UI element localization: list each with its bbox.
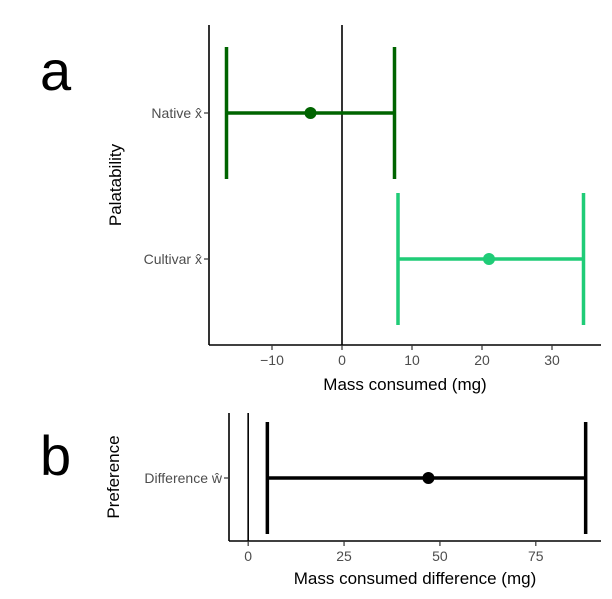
panel-b: b 0 25 50 75 Difference ŵ Mass consumed diffe… [40, 413, 601, 588]
x-tick-label: 0 [338, 352, 346, 368]
x-axis-title: Mass consumed difference (mg) [294, 569, 537, 588]
x-tick-label: 75 [528, 548, 544, 564]
category-name: Cultivar [144, 251, 192, 267]
panel-label: a [40, 39, 72, 102]
series-difference [265, 422, 588, 534]
estimate-point [483, 253, 495, 265]
x-tick-label: 30 [544, 352, 560, 368]
series-native [224, 47, 397, 179]
x-tick-label: 10 [404, 352, 420, 368]
y-axis-title: Preference [104, 435, 123, 518]
y-tick-label: Cultivar x̂ [144, 251, 202, 267]
x-tick-label: 25 [336, 548, 352, 564]
estimate-point [304, 107, 317, 119]
y-tick-label: Difference ŵ [144, 470, 222, 486]
category-symbol: ŵ [211, 470, 223, 486]
category-symbol: x̂ [195, 105, 202, 121]
y-axis-title: Palatability [106, 143, 125, 226]
category-name: Difference [144, 470, 208, 486]
y-tick-label: Native x̂ [151, 105, 202, 121]
x-axis-title: Mass consumed (mg) [323, 375, 486, 394]
x-tick-label: 0 [244, 548, 252, 564]
category-symbol: x̂ [195, 251, 202, 267]
series-cultivar [396, 193, 586, 325]
x-tick-label: −10 [260, 352, 284, 368]
estimate-point [422, 472, 435, 484]
x-tick-label: 20 [474, 352, 490, 368]
panel-label: b [40, 424, 71, 487]
x-tick-label: 50 [432, 548, 448, 564]
category-name: Native [151, 105, 191, 121]
